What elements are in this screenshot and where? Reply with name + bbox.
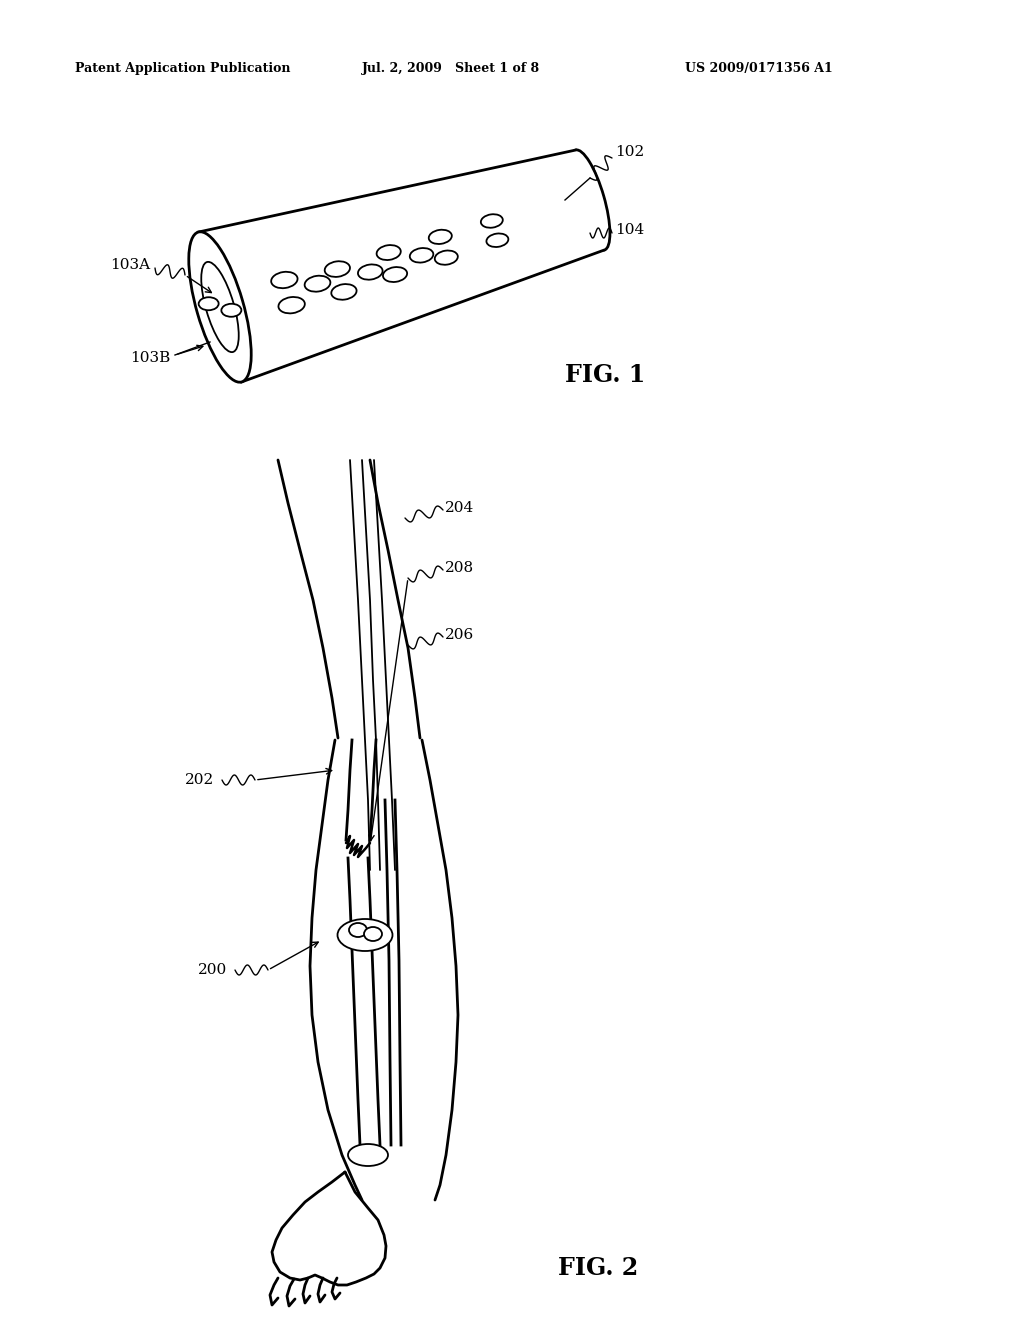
Ellipse shape xyxy=(349,923,367,937)
Text: 103B: 103B xyxy=(130,351,170,366)
Ellipse shape xyxy=(304,276,331,292)
Text: 204: 204 xyxy=(445,502,474,515)
Text: 102: 102 xyxy=(615,145,644,158)
Ellipse shape xyxy=(202,261,239,352)
Ellipse shape xyxy=(364,927,382,941)
Ellipse shape xyxy=(332,284,356,300)
Ellipse shape xyxy=(486,234,508,247)
Ellipse shape xyxy=(221,304,242,317)
Text: Patent Application Publication: Patent Application Publication xyxy=(75,62,291,75)
Ellipse shape xyxy=(348,1144,388,1166)
Ellipse shape xyxy=(338,919,392,950)
Ellipse shape xyxy=(481,214,503,228)
Text: US 2009/0171356 A1: US 2009/0171356 A1 xyxy=(685,62,833,75)
Ellipse shape xyxy=(410,248,433,263)
Ellipse shape xyxy=(358,264,383,280)
Text: FIG. 1: FIG. 1 xyxy=(565,363,645,387)
Ellipse shape xyxy=(429,230,452,244)
Ellipse shape xyxy=(383,267,408,282)
Text: 103A: 103A xyxy=(110,257,151,272)
Ellipse shape xyxy=(199,297,219,310)
Text: Jul. 2, 2009   Sheet 1 of 8: Jul. 2, 2009 Sheet 1 of 8 xyxy=(362,62,540,75)
Ellipse shape xyxy=(188,232,251,383)
Text: 202: 202 xyxy=(185,774,214,787)
Ellipse shape xyxy=(377,246,400,260)
Ellipse shape xyxy=(325,261,350,277)
Polygon shape xyxy=(199,150,604,381)
Polygon shape xyxy=(199,150,604,381)
Ellipse shape xyxy=(271,272,298,288)
Text: 208: 208 xyxy=(445,561,474,576)
Ellipse shape xyxy=(435,251,458,265)
Ellipse shape xyxy=(570,150,610,249)
Text: 104: 104 xyxy=(615,223,644,238)
Text: FIG. 2: FIG. 2 xyxy=(558,1257,638,1280)
Text: 206: 206 xyxy=(445,628,474,642)
Text: 200: 200 xyxy=(198,964,227,977)
Ellipse shape xyxy=(279,297,305,313)
